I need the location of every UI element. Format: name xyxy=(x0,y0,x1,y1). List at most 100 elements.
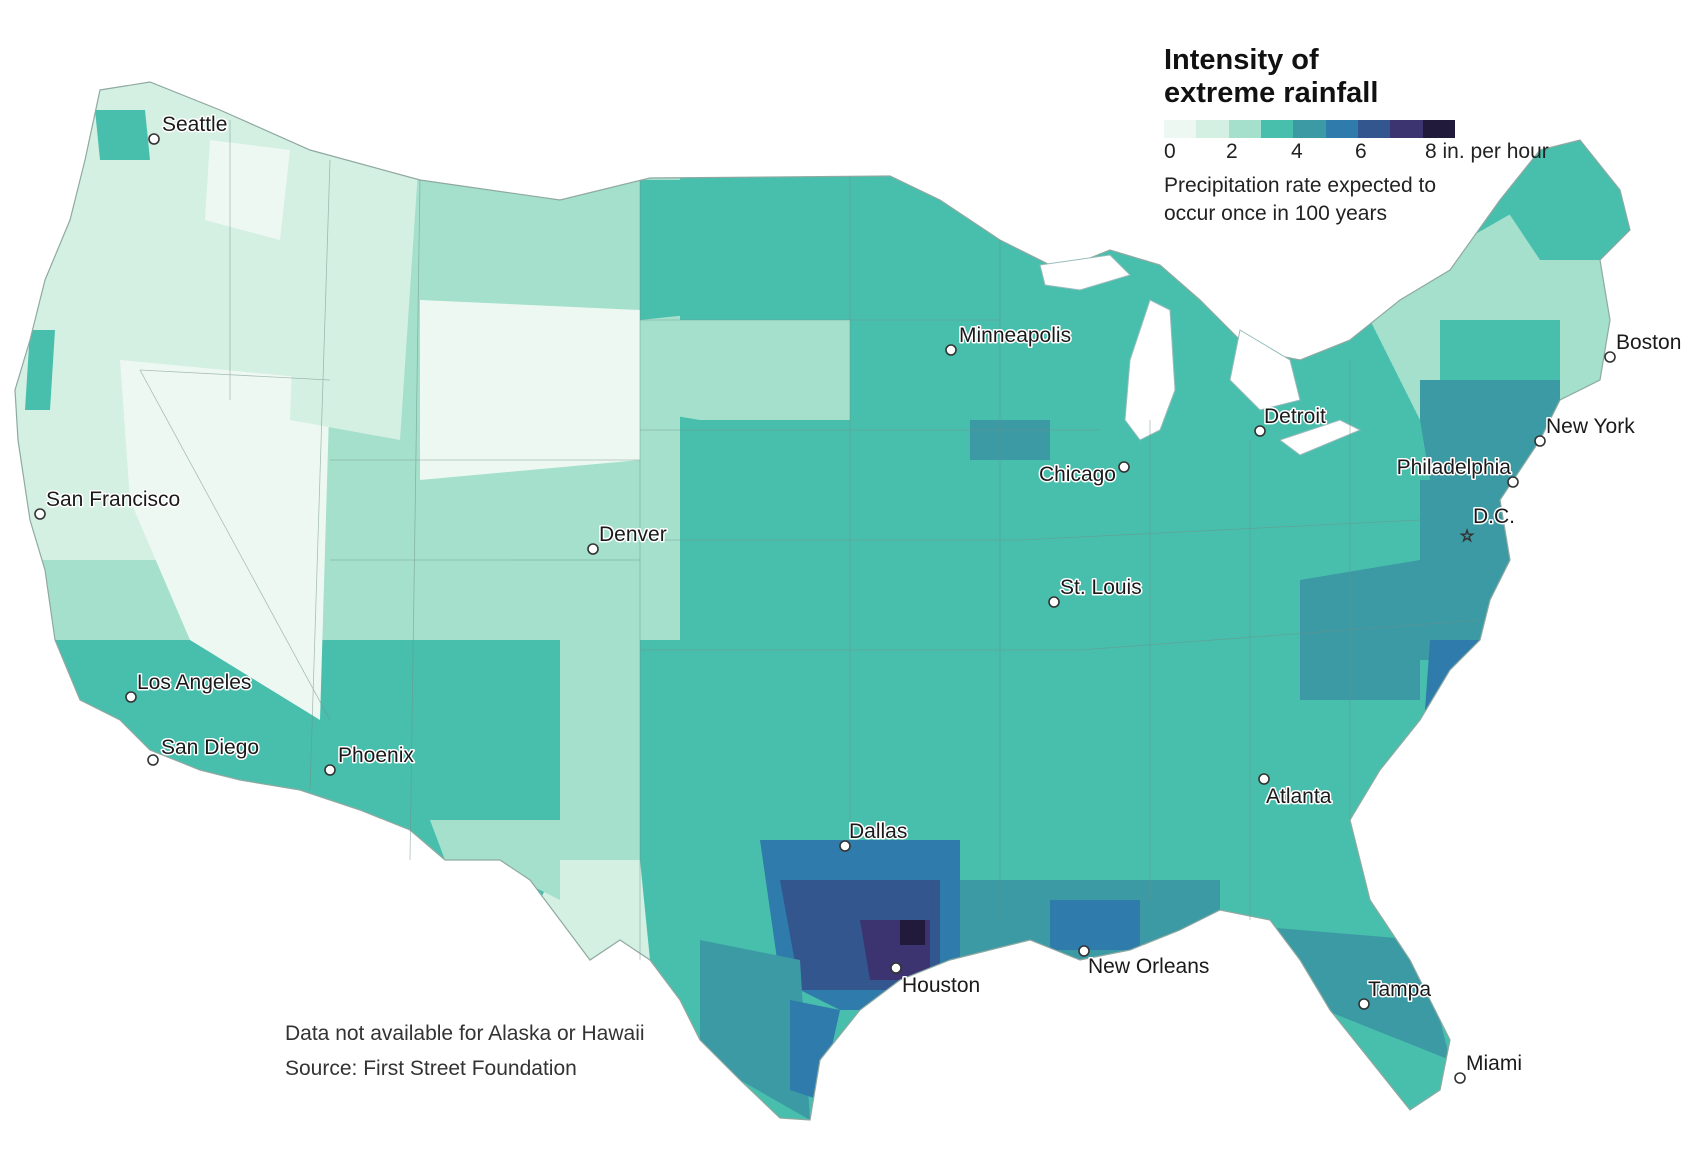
city-markers: Seattle San Francisco Los Angeles San Diego… xyxy=(34,112,1683,1084)
city-phoenix: Phoenix xyxy=(324,743,416,776)
city-los-angeles: Los Angeles xyxy=(125,670,253,703)
city-label: San Francisco xyxy=(46,488,180,511)
state-border xyxy=(1019,519,1421,541)
city-dot-icon xyxy=(1254,425,1266,437)
state-border xyxy=(409,179,421,861)
city-label: Miami xyxy=(1466,1052,1522,1075)
city-label: St. Louis xyxy=(1060,576,1142,599)
legend-ticks: 0 2 4 6 8 in. per hour xyxy=(1164,138,1564,164)
city-boston: Boston xyxy=(1604,330,1683,363)
city-label: Seattle xyxy=(162,113,227,136)
legend-description-line2: occur once in 100 years xyxy=(1164,202,1387,225)
city-label: Minneapolis xyxy=(959,324,1071,347)
city-seattle: Seattle xyxy=(148,112,229,145)
city-dot-icon xyxy=(945,344,957,356)
city-label: Denver xyxy=(599,523,667,546)
legend-swatch-4 xyxy=(1293,120,1326,138)
state-border xyxy=(139,369,331,381)
rainfall-region xyxy=(1440,320,1560,380)
city-dot-icon xyxy=(1507,476,1519,488)
city-label: New Orleans xyxy=(1088,955,1209,978)
legend-tick-6: 6 xyxy=(1355,140,1367,163)
city-dot-icon xyxy=(147,754,159,766)
legend-swatch-8 xyxy=(1422,120,1455,138)
city-dot-icon xyxy=(1118,461,1130,473)
city-label: San Diego xyxy=(161,736,259,759)
rainfall-region xyxy=(290,120,420,440)
city-label: Los Angeles xyxy=(137,671,251,694)
rainfall-region xyxy=(640,180,840,320)
rainfall-region xyxy=(790,1000,840,1100)
city-new-orleans: New Orleans xyxy=(1078,945,1211,980)
legend-swatch-6 xyxy=(1357,120,1391,138)
city-miami: Miami xyxy=(1454,1051,1524,1084)
city-label: Dallas xyxy=(849,820,907,843)
city-label: Tampa xyxy=(1368,978,1431,1001)
city-label: Atlanta xyxy=(1266,785,1332,808)
city-dot-icon xyxy=(1454,1072,1466,1084)
rainfall-region xyxy=(560,560,640,860)
city-label: Philadelphia xyxy=(1397,456,1512,479)
lake-superior xyxy=(1039,254,1131,291)
city-dot-icon xyxy=(839,840,851,852)
legend-tick-2: 2 xyxy=(1226,140,1238,163)
map-notes: Data not available for Alaska or Hawaii … xyxy=(285,1016,645,1086)
legend-swatch-1 xyxy=(1196,120,1229,138)
city-new-york: New York xyxy=(1534,414,1637,447)
lake-erie xyxy=(1278,419,1362,456)
city-dot-icon xyxy=(148,133,160,145)
city-dot-icon xyxy=(34,508,46,520)
rainfall-region xyxy=(900,920,925,945)
legend-swatch-2 xyxy=(1228,120,1261,138)
city-chicago: Chicago xyxy=(1037,461,1130,488)
data-availability-note: Data not available for Alaska or Hawaii xyxy=(285,1022,645,1045)
rainfall-region xyxy=(420,300,640,480)
rainfall-region xyxy=(970,420,1050,460)
city-dallas: Dallas xyxy=(839,819,909,852)
city-dot-icon xyxy=(587,543,599,555)
city-dot-icon xyxy=(1078,945,1090,957)
city-denver: Denver xyxy=(587,522,668,555)
capital-star-icon: ☆ xyxy=(1460,526,1474,545)
source-note: Source: First Street Foundation xyxy=(285,1057,577,1080)
rainfall-region xyxy=(640,320,850,420)
legend-title: Intensity of extreme rainfall xyxy=(1164,44,1424,110)
legend-tick-4: 4 xyxy=(1291,140,1303,163)
city-dot-icon xyxy=(890,962,902,974)
city-st-louis: St. Louis xyxy=(1048,575,1143,608)
state-border xyxy=(309,159,331,791)
city-dot-icon xyxy=(1358,998,1370,1010)
city-dot-icon xyxy=(1604,351,1616,363)
legend-swatch-0 xyxy=(1164,120,1197,138)
rainfall-region xyxy=(95,110,150,160)
legend-tick-8: 8 in. per hour xyxy=(1425,140,1549,163)
city-dc: ☆D.C. xyxy=(1459,504,1516,546)
legend-tick-0: 0 xyxy=(1164,140,1176,163)
rainfall-region xyxy=(1300,560,1420,700)
legend-description: Precipitation rate expected to occur onc… xyxy=(1164,172,1494,228)
city-philadelphia: Philadelphia xyxy=(1395,455,1519,488)
legend-title-line2: extreme rainfall xyxy=(1164,77,1379,109)
city-dot-icon xyxy=(1048,596,1060,608)
legend-swatch-7 xyxy=(1390,120,1423,138)
city-label: Phoenix xyxy=(338,744,414,767)
city-label: Chicago xyxy=(1039,463,1116,486)
state-border xyxy=(139,369,331,721)
city-san-francisco: San Francisco xyxy=(34,487,182,520)
rainfall-region xyxy=(205,140,290,240)
city-minneapolis: Minneapolis xyxy=(945,323,1073,356)
city-atlanta: Atlanta xyxy=(1258,773,1333,810)
rainfall-region xyxy=(700,940,810,1120)
city-detroit: Detroit xyxy=(1254,404,1328,437)
great-lakes xyxy=(1039,254,1362,456)
city-dot-icon xyxy=(1534,435,1546,447)
city-dot-icon xyxy=(324,764,336,776)
city-dot-icon xyxy=(125,691,137,703)
legend: Intensity of extreme rainfall 0 2 4 6 8 … xyxy=(1164,44,1584,228)
state-borders xyxy=(139,120,1481,960)
rainfall-region xyxy=(540,860,650,960)
city-houston: Houston xyxy=(890,962,982,999)
rainfall-region xyxy=(1420,640,1520,780)
